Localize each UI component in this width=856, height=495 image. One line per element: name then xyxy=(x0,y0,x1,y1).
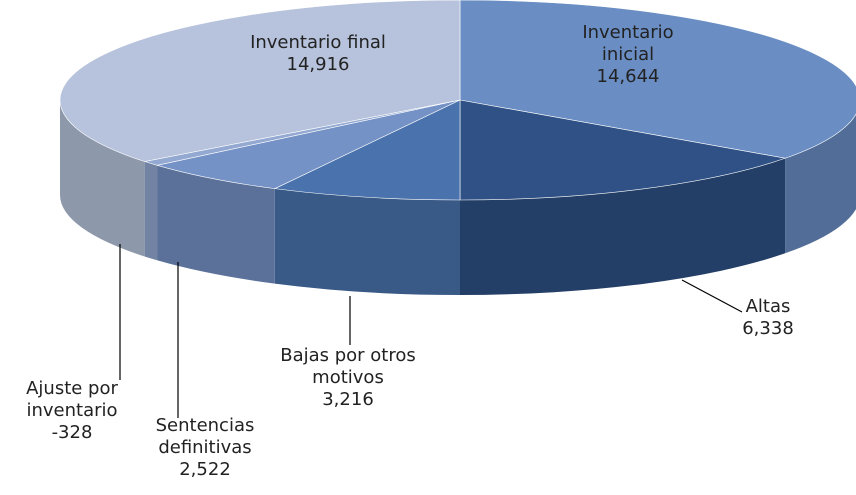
slice-side xyxy=(460,158,786,295)
slice-side xyxy=(785,113,856,254)
slice-side xyxy=(60,100,145,257)
value-label: 3,216 xyxy=(322,389,374,410)
data-label: Inventario inicial 14,644 xyxy=(563,22,693,88)
data-label: Sentencias definitivas 2,522 xyxy=(135,415,275,481)
category-label: Sentencias definitivas xyxy=(155,415,255,458)
value-label: 14,644 xyxy=(596,66,660,87)
slice-side xyxy=(157,165,275,284)
category-label: Bajas por otros motivos xyxy=(280,345,416,388)
value-label: -328 xyxy=(51,422,93,443)
slice-side xyxy=(274,188,460,295)
data-label: Ajuste por inventario -328 xyxy=(7,378,137,444)
slice xyxy=(459,99,787,201)
slice xyxy=(157,99,461,189)
slice-side xyxy=(144,161,158,261)
leader-line xyxy=(681,279,743,313)
value-label: 6,338 xyxy=(742,318,794,339)
slice xyxy=(273,99,461,201)
category-label: Altas xyxy=(745,296,791,317)
data-label: Bajas por otros motivos 3,216 xyxy=(248,345,448,411)
category-label: Inventario inicial xyxy=(582,22,674,65)
data-label: Altas 6,338 xyxy=(718,296,818,340)
value-label: 2,522 xyxy=(179,459,231,480)
slice xyxy=(59,0,461,162)
category-label: Inventario final xyxy=(250,32,386,53)
value-label: 14,916 xyxy=(286,54,350,75)
data-label: Inventario final 14,916 xyxy=(208,32,428,76)
slice xyxy=(459,0,856,159)
category-label: Ajuste por inventario xyxy=(26,378,118,421)
